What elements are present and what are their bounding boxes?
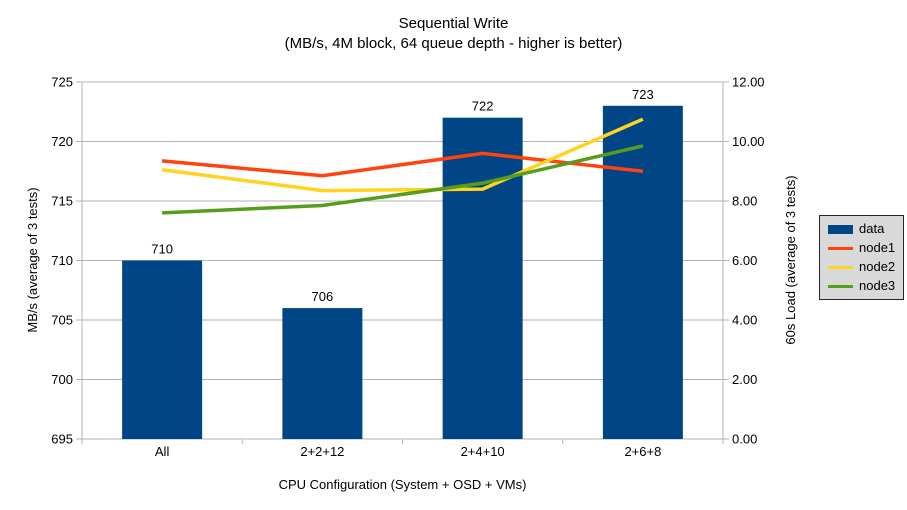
bar-value-label: 710 [151, 242, 173, 257]
bar-value-label: 706 [312, 289, 334, 304]
bar-2+4+10 [442, 117, 523, 439]
x-axis-title: CPU Configuration (System + OSD + VMs) [278, 477, 527, 492]
legend-swatch-node1 [828, 246, 853, 250]
left-axis-tick-label: 710 [51, 253, 73, 268]
left-axis-tick-label: 705 [51, 313, 73, 328]
right-axis-tick-label: 4.00 [732, 313, 757, 328]
legend-item-node3: node3 [828, 279, 895, 293]
chart-title-block: Sequential Write (MB/s, 4M block, 64 que… [0, 14, 907, 54]
right-axis-tick-label: 0.00 [732, 432, 757, 447]
line-node3 [162, 144, 644, 215]
right-axis-title: 60s Load (average of 3 tests) [783, 175, 798, 345]
left-axis-tick-label: 715 [51, 194, 73, 209]
right-axis-tick-label: 12.00 [732, 75, 765, 90]
legend-label: data [859, 221, 885, 236]
bar-2+6+8 [602, 105, 683, 440]
legend-swatch-node3 [828, 284, 853, 288]
chart-title: Sequential Write [398, 15, 509, 32]
legend-item-data: data [828, 222, 895, 236]
legend-swatch-node2 [828, 265, 853, 269]
legend-label: node1 [859, 240, 896, 255]
right-axis-tick-label: 8.00 [732, 194, 757, 209]
legend-item-node2: node2 [828, 260, 895, 274]
legend-label: node2 [859, 259, 896, 274]
bar-value-label: 722 [472, 99, 494, 114]
line-node1 [161, 151, 644, 178]
legend-item-node1: node1 [828, 241, 895, 255]
legend-swatch-data [828, 224, 853, 234]
category-label: 2+4+10 [461, 444, 505, 459]
left-axis-tick-label: 725 [51, 75, 73, 90]
bar-value-label: 723 [632, 87, 654, 102]
category-label: All [155, 444, 170, 459]
category-label: 2+6+8 [624, 444, 661, 459]
chart-subtitle: (MB/s, 4M block, 64 queue depth - higher… [284, 35, 623, 52]
left-axis-tick-label: 695 [51, 432, 73, 447]
bar-2+2+12 [282, 308, 363, 439]
left-axis-tick-label: 700 [51, 372, 73, 387]
bar-All [122, 260, 203, 439]
legend: data node1 node2 node3 [819, 215, 905, 300]
right-axis-tick-label: 2.00 [732, 372, 757, 387]
left-axis-title: MB/s (average of 3 tests) [25, 187, 40, 333]
left-axis-tick-label: 720 [51, 134, 73, 149]
right-axis-tick-label: 6.00 [732, 253, 757, 268]
category-label: 2+2+12 [300, 444, 344, 459]
line-node2 [161, 117, 644, 193]
legend-label: node3 [859, 278, 896, 293]
right-axis-tick-label: 10.00 [732, 134, 765, 149]
